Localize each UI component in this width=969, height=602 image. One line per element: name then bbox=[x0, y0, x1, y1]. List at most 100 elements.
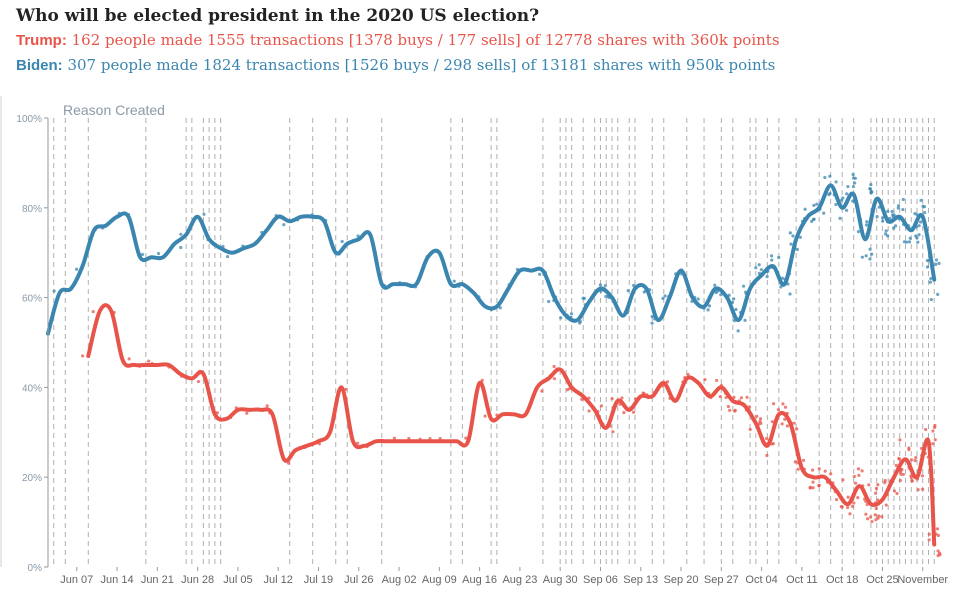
trump-trade-dot bbox=[823, 469, 827, 473]
trump-trade-dot bbox=[877, 514, 881, 518]
biden-trade-dot bbox=[822, 211, 826, 215]
biden-trade-dot bbox=[881, 219, 885, 223]
trump-trade-dot bbox=[875, 498, 880, 502]
x-tick-label: November bbox=[897, 574, 948, 586]
trump-trade-dot bbox=[772, 402, 776, 406]
biden-trade-dot bbox=[851, 199, 855, 203]
trump-trade-dot bbox=[931, 442, 935, 446]
reason-lines bbox=[53, 118, 935, 567]
chart-header: Who will be elected president in the 202… bbox=[16, 4, 780, 78]
biden-trade-dot bbox=[810, 219, 814, 223]
trump-trade-dot bbox=[758, 419, 762, 424]
x-tick-label: Oct 18 bbox=[826, 574, 858, 586]
trump-trade-dot bbox=[665, 380, 670, 384]
trump-trade-dot bbox=[874, 491, 878, 495]
biden-trade-dot bbox=[815, 202, 819, 206]
trump-trade-dot bbox=[898, 478, 902, 483]
trump-trade-dot bbox=[764, 436, 769, 441]
biden-trade-dot bbox=[452, 279, 456, 283]
biden-trade-dot bbox=[812, 217, 816, 221]
biden-trade-dot bbox=[834, 202, 838, 207]
x-tick-label: Sep 27 bbox=[704, 574, 739, 586]
trump-trade-dot bbox=[927, 538, 931, 542]
biden-trade-dot bbox=[581, 296, 585, 300]
biden-trade-dot bbox=[736, 329, 740, 333]
biden-trade-dot bbox=[834, 180, 838, 184]
trump-trade-dot bbox=[770, 420, 774, 424]
biden-trade-dot bbox=[860, 255, 864, 259]
trump-trade-dot bbox=[899, 472, 903, 476]
trump-stats-line: Trump: 162 people made 1555 transactions… bbox=[16, 28, 780, 53]
x-tick-label: Jul 12 bbox=[264, 574, 293, 586]
trump-trade-dot bbox=[907, 446, 911, 450]
trump-trade-dot bbox=[920, 474, 925, 478]
biden-trade-dot bbox=[908, 236, 912, 240]
biden-trade-dot bbox=[179, 245, 183, 250]
biden-trade-dot bbox=[578, 321, 582, 325]
biden-line bbox=[46, 183, 937, 336]
trump-trade-dot bbox=[924, 427, 928, 432]
trump-trade-dot bbox=[733, 408, 737, 412]
trump-trade-dot bbox=[776, 408, 781, 412]
biden-trade-dot bbox=[769, 254, 774, 258]
biden-trade-dot bbox=[732, 297, 736, 301]
biden-trade-dot bbox=[929, 277, 933, 281]
biden-trade-dot bbox=[896, 206, 900, 210]
biden-trade-dot bbox=[838, 216, 842, 220]
biden-trade-dot bbox=[901, 207, 905, 212]
trump-trade-dot bbox=[874, 506, 878, 511]
trump-trade-dot bbox=[857, 473, 861, 477]
y-tick-label: 60% bbox=[22, 294, 42, 305]
biden-trade-dot bbox=[937, 261, 941, 265]
biden-trade-dot bbox=[893, 224, 898, 228]
trump-trade-dot bbox=[464, 436, 468, 440]
biden-trade-dot bbox=[868, 187, 873, 191]
trump-trade-dot bbox=[265, 404, 269, 408]
trump-trade-dot bbox=[599, 404, 604, 408]
biden-trade-dot bbox=[936, 292, 940, 296]
biden-trade-dot bbox=[777, 255, 781, 260]
biden-trade-dot bbox=[828, 174, 832, 178]
biden-trade-dot bbox=[140, 252, 145, 257]
y-tick-label: 100% bbox=[16, 114, 42, 125]
x-tick-label: Jun 07 bbox=[60, 574, 93, 586]
trump-trade-dot bbox=[870, 519, 874, 524]
trump-trade-dot bbox=[897, 456, 901, 461]
biden-trade-dot bbox=[923, 211, 927, 215]
trump-trade-dot bbox=[860, 469, 864, 473]
trump-trade-dot bbox=[631, 410, 636, 414]
biden-trade-dot bbox=[916, 240, 920, 244]
biden-trade-dot bbox=[356, 234, 360, 238]
trump-trade-dot bbox=[610, 396, 614, 401]
trump-trade-dot bbox=[848, 512, 852, 516]
trump-trade-dot bbox=[780, 422, 784, 426]
chart-title: Who will be elected president in the 202… bbox=[16, 6, 540, 26]
trump-trade-dot bbox=[850, 504, 855, 508]
biden-trade-dot bbox=[851, 172, 855, 177]
trump-trade-dot bbox=[874, 518, 878, 522]
x-tick-label: Aug 16 bbox=[462, 574, 497, 586]
trump-trade-dot bbox=[745, 395, 749, 399]
trump-trade-dot bbox=[739, 396, 744, 400]
biden-trade-dot bbox=[881, 216, 885, 220]
trump-trade-dot bbox=[927, 532, 931, 536]
trump-trade-dot bbox=[876, 483, 880, 487]
biden-trade-dot bbox=[156, 251, 161, 256]
x-tick-label: Aug 02 bbox=[382, 574, 417, 586]
trump-trade-dot bbox=[856, 496, 860, 500]
biden-trade-dot bbox=[803, 207, 807, 211]
biden-trade-dot bbox=[856, 230, 861, 234]
trump-trade-dot bbox=[852, 474, 856, 479]
trump-trade-dot bbox=[913, 458, 917, 463]
biden-trade-dot bbox=[770, 258, 774, 262]
biden-trade-dot bbox=[886, 234, 890, 238]
trump-trade-dot bbox=[910, 479, 914, 483]
biden-stats: 307 people made 1824 transactions [1526 … bbox=[67, 56, 776, 74]
trump-trade-dot bbox=[880, 515, 884, 519]
biden-trade-dot bbox=[559, 316, 563, 320]
trump-trade-dot bbox=[808, 486, 812, 490]
trump-trade-dot bbox=[796, 467, 800, 471]
trump-trade-dot bbox=[921, 487, 925, 491]
biden-trade-dot bbox=[795, 247, 799, 252]
y-tick-label: 0% bbox=[28, 563, 43, 574]
